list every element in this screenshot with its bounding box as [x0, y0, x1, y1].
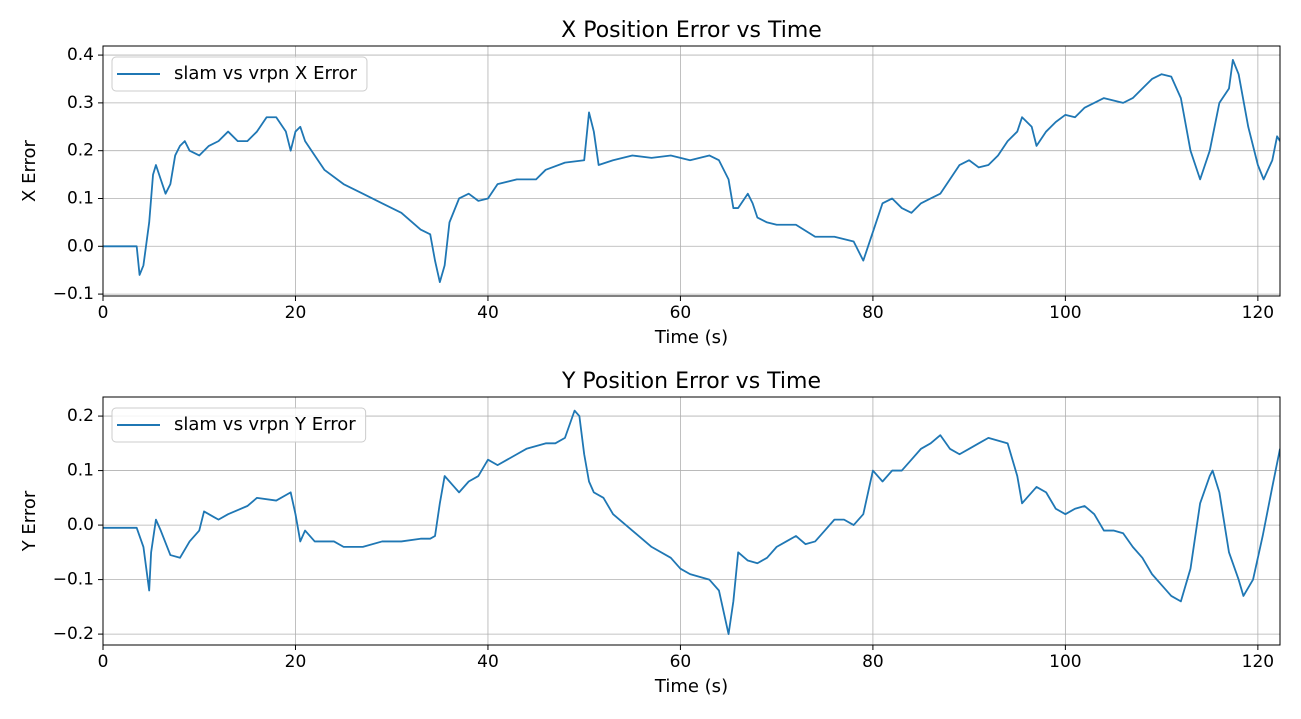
legend-label: slam vs vrpn X Error	[174, 63, 358, 84]
x-tick-label: 60	[670, 303, 692, 323]
x-tick-label: 20	[285, 652, 307, 672]
y-axis-label: X Error	[19, 139, 40, 202]
y-tick-label: 0.2	[67, 141, 94, 161]
x-tick-label: 100	[1049, 303, 1081, 323]
y-tick-label: 0.4	[67, 45, 94, 65]
plot-area	[103, 58, 1280, 284]
x-tick-label: 60	[670, 652, 692, 672]
data-line	[103, 58, 1280, 284]
plot-area	[103, 409, 1280, 635]
data-line	[103, 409, 1280, 635]
x-tick-label: 80	[862, 652, 884, 672]
x-tick-label: 120	[1242, 303, 1274, 323]
y-tick-label: 0.0	[67, 515, 94, 535]
y-tick-label: −0.2	[53, 624, 94, 644]
x-tick-label: 0	[98, 303, 109, 323]
legend-label: slam vs vrpn Y Error	[174, 414, 356, 435]
y-tick-label: 0.1	[67, 461, 94, 481]
legend: slam vs vrpn Y Error	[111, 407, 367, 443]
axes-frame	[102, 396, 1281, 646]
legend: slam vs vrpn X Error	[111, 56, 368, 92]
y-axis-label: Y Error	[19, 490, 40, 552]
chart-title: X Position Error vs Time	[561, 18, 822, 43]
y-tick-label: 0.0	[67, 236, 94, 256]
axes-frame	[102, 45, 1281, 297]
chart-title: Y Position Error vs Time	[561, 369, 821, 394]
x-tick-label: 20	[285, 303, 307, 323]
legend-box	[111, 407, 367, 443]
y-tick-label: 0.2	[67, 406, 94, 426]
x-tick-label: 0	[98, 652, 109, 672]
y-tick-label: −0.1	[53, 284, 94, 304]
subplot: X Position Error vs Time 0 20 40 60 80 100 120 −…	[19, 18, 1281, 348]
x-tick-label: 80	[862, 303, 884, 323]
x-tick-label: 40	[477, 303, 499, 323]
x-axis-label: Time (s)	[654, 676, 728, 697]
x-tick-label: 40	[477, 652, 499, 672]
subplot: Y Position Error vs Time 0 20 40 60 80 100 120 −…	[19, 369, 1281, 697]
legend-box	[111, 56, 368, 92]
y-tick-label: 0.3	[67, 93, 94, 113]
x-tick-label: 100	[1049, 652, 1081, 672]
y-tick-label: 0.1	[67, 188, 94, 208]
x-tick-label: 120	[1242, 652, 1274, 672]
y-tick-label: −0.1	[53, 570, 94, 590]
x-axis-label: Time (s)	[654, 327, 728, 348]
